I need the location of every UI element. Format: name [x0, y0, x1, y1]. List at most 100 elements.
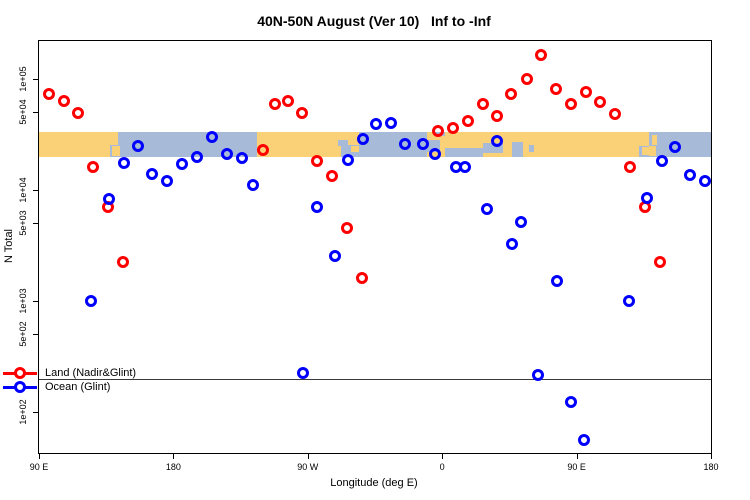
y-axis-tick — [33, 189, 38, 191]
data-point-ocean — [221, 148, 234, 161]
x-axis-tick-label: 90 E — [29, 462, 49, 472]
data-point-land — [446, 122, 459, 135]
data-point-ocean — [310, 201, 323, 214]
data-point-land — [310, 154, 323, 167]
data-point-land — [461, 114, 474, 127]
data-point-ocean — [578, 433, 591, 446]
data-point-land — [504, 88, 517, 101]
data-point-land — [86, 161, 99, 174]
y-axis-tick-label: 1e+02 — [18, 399, 28, 425]
data-point-ocean — [551, 275, 564, 288]
data-point-ocean — [531, 369, 544, 382]
data-point-ocean — [506, 238, 519, 251]
data-point-land — [534, 48, 547, 61]
legend: Land (Nadir&Glint) Ocean (Glint) — [3, 366, 136, 394]
y-axis-tick-label: 1e+04 — [18, 177, 28, 203]
data-point-ocean — [669, 140, 682, 153]
y-axis-tick — [33, 223, 38, 225]
y-axis-tick — [33, 334, 38, 336]
y-axis-tick — [33, 411, 38, 413]
data-point-land — [521, 73, 534, 85]
data-point-land — [594, 96, 607, 109]
y-axis-tick — [33, 112, 38, 114]
legend-label: Land (Nadir&Glint) — [45, 367, 137, 379]
map-band-land — [109, 132, 119, 145]
y-axis-tick-label: 1e+03 — [18, 288, 28, 314]
map-band-sea — [483, 143, 504, 154]
data-point-land — [491, 110, 504, 123]
data-point-ocean — [176, 157, 189, 170]
data-point-ocean — [458, 161, 471, 174]
y-axis-tick — [33, 79, 38, 80]
data-point-land — [71, 107, 84, 120]
data-point-ocean — [640, 191, 653, 204]
legend-label: Ocean (Glint) — [45, 381, 111, 393]
x-axis-tick — [442, 454, 444, 459]
data-point-land — [564, 98, 577, 111]
data-point-ocean — [515, 216, 528, 229]
x-axis-tick-label: 180 — [703, 462, 719, 472]
data-point-ocean — [622, 294, 635, 307]
data-point-land — [654, 255, 667, 268]
data-point-land — [295, 107, 308, 120]
map-band-land — [639, 132, 650, 146]
map-band-land — [112, 145, 121, 156]
data-point-land — [355, 272, 368, 285]
x-axis-tick — [39, 454, 40, 459]
data-point-land — [609, 108, 622, 121]
data-point-land — [116, 255, 129, 268]
legend-circle-icon — [14, 367, 26, 379]
x-axis-tick — [711, 454, 712, 459]
map-band-sea — [337, 139, 349, 146]
y-axis-tick-label: 1e+05 — [18, 66, 28, 92]
x-axis-tick-label: 90 E — [567, 462, 586, 472]
data-point-ocean — [246, 178, 259, 191]
data-point-ocean — [118, 156, 131, 169]
reference-line — [39, 378, 711, 380]
data-point-ocean — [398, 137, 411, 150]
data-point-land — [257, 143, 269, 156]
plot-area: 1e+05 5e+04 1e+04 5e+03 1e+03 5e+02 1e+02 90 E 1… — [18, 40, 719, 472]
chart-title: 40N-50N August (Ver 10) Inf to -Inf — [257, 13, 491, 29]
x-axis-label: Longitude (deg E) — [330, 477, 418, 489]
data-point-ocean — [357, 132, 370, 145]
data-point-ocean — [131, 139, 144, 152]
x-axis-tick — [307, 454, 309, 459]
y-axis-tick-label: 5e+02 — [18, 321, 28, 348]
data-point-land — [268, 98, 281, 111]
y-axis-tick — [33, 300, 38, 302]
data-point-ocean — [370, 118, 383, 131]
data-point-ocean — [491, 135, 504, 148]
data-point-ocean — [206, 131, 219, 144]
data-point-land — [282, 95, 295, 108]
legend-marker-icon — [3, 381, 37, 393]
map-band-land — [257, 132, 341, 157]
data-point-land — [325, 169, 338, 182]
data-point-ocean — [684, 168, 697, 181]
map-band-land — [652, 134, 658, 145]
map-band-land — [649, 145, 656, 156]
data-point-ocean — [236, 151, 249, 164]
data-point-ocean — [655, 155, 668, 168]
data-point-ocean — [416, 137, 429, 150]
map-band-sea — [445, 147, 483, 157]
legend-circle-icon — [14, 381, 26, 393]
data-point-ocean — [191, 150, 204, 163]
data-point-ocean — [85, 294, 98, 307]
map-band-sea — [528, 144, 535, 152]
legend-marker-icon — [3, 367, 37, 379]
data-point-ocean — [146, 167, 159, 180]
x-axis-tick-label: 0 — [439, 462, 445, 472]
data-point-ocean — [297, 366, 310, 379]
map-band-sea — [511, 142, 523, 157]
data-point-land — [579, 86, 592, 99]
y-axis-tick-label: 5e+03 — [18, 210, 28, 237]
legend-item-ocean: Ocean (Glint) — [3, 380, 136, 394]
data-point-ocean — [328, 249, 341, 262]
data-point-ocean — [564, 396, 577, 408]
data-point-ocean — [699, 175, 712, 188]
data-point-land — [340, 222, 353, 235]
data-point-land — [549, 83, 562, 96]
x-axis-tick-label: 90 W — [297, 462, 319, 472]
